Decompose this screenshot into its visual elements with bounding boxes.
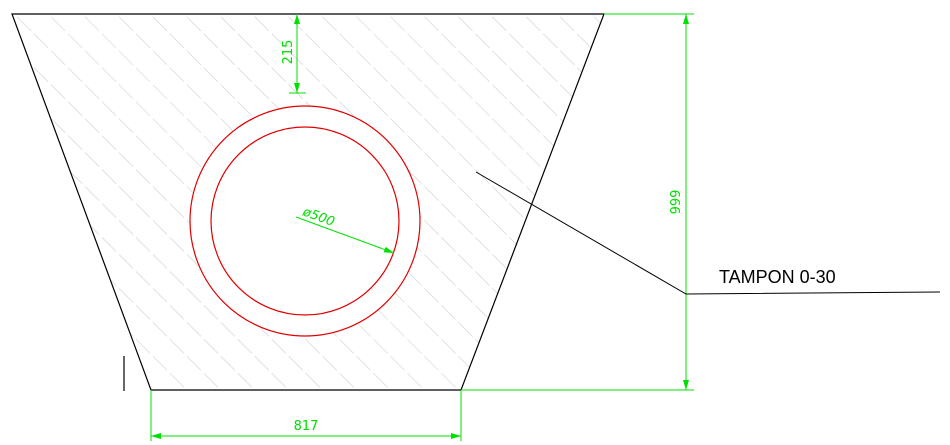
height-label: 999 <box>669 190 684 215</box>
top-offset-label: 215 <box>281 40 296 65</box>
bottom-width-label: 817 <box>294 419 319 434</box>
tampon-callout-leader <box>475 171 941 295</box>
tampon-callout-label: TAMPON 0-30 <box>719 267 836 287</box>
pipe-diameter-leader <box>295 216 395 254</box>
pipe-inner-circle <box>210 126 400 316</box>
